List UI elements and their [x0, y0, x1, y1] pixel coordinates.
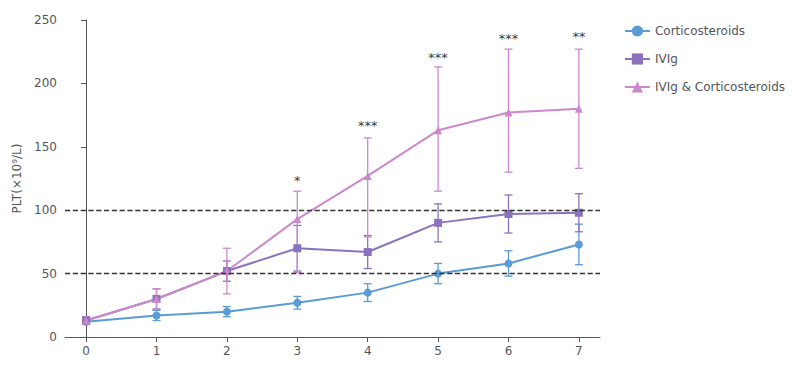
svg-text:4: 4 — [364, 344, 372, 358]
svg-text:6: 6 — [505, 344, 513, 358]
svg-text:0: 0 — [82, 344, 90, 358]
svg-text:PLT(×10⁹/L): PLT(×10⁹/L) — [10, 144, 24, 214]
svg-text:5: 5 — [434, 344, 442, 358]
svg-text:150: 150 — [34, 140, 57, 154]
svg-text:***: *** — [499, 31, 519, 46]
svg-text:**: ** — [572, 29, 586, 44]
svg-text:2: 2 — [223, 344, 231, 358]
svg-text:100: 100 — [34, 203, 57, 217]
svg-text:200: 200 — [34, 76, 57, 90]
svg-text:0: 0 — [49, 330, 57, 344]
svg-text:250: 250 — [34, 13, 57, 27]
svg-text:7: 7 — [575, 344, 583, 358]
svg-text:*: * — [294, 173, 301, 188]
svg-text:***: *** — [428, 50, 448, 65]
svg-text:50: 50 — [42, 267, 57, 281]
svg-text:IVIg: IVIg — [655, 52, 678, 66]
svg-text:Corticosteroids: Corticosteroids — [655, 24, 745, 38]
svg-text:1: 1 — [153, 344, 161, 358]
svg-text:IVIg & Corticosteroids: IVIg & Corticosteroids — [655, 80, 785, 94]
svg-text:***: *** — [358, 118, 378, 133]
svg-text:3: 3 — [293, 344, 301, 358]
